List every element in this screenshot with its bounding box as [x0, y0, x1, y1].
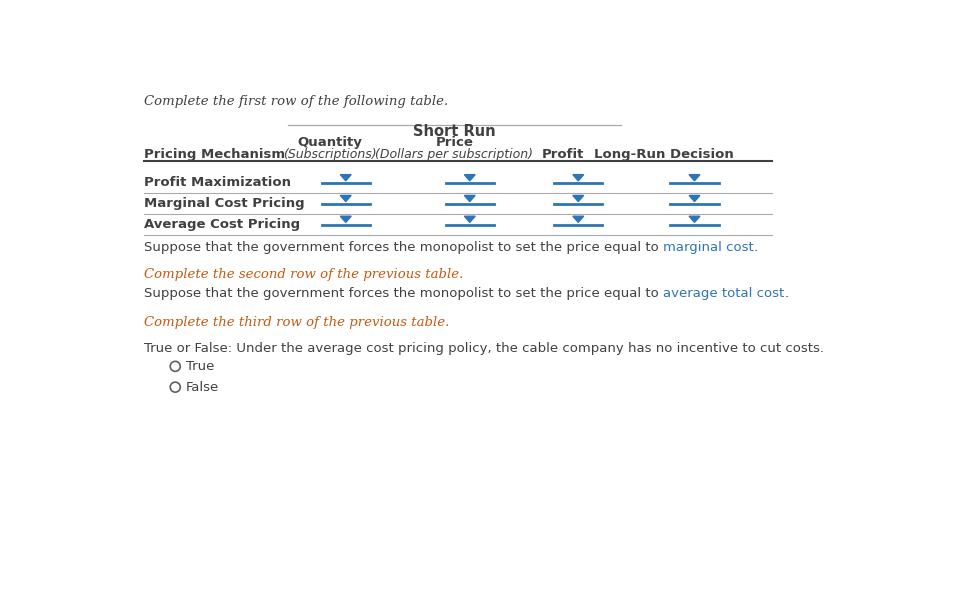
Text: (Subscriptions): (Subscriptions) — [284, 148, 378, 161]
Text: Price: Price — [436, 136, 473, 149]
Text: Average Cost Pricing: Average Cost Pricing — [144, 218, 300, 231]
Polygon shape — [689, 174, 700, 181]
Polygon shape — [341, 216, 351, 223]
Polygon shape — [573, 174, 584, 181]
Text: average total cost: average total cost — [663, 287, 784, 300]
Text: Complete the first row of the following table.: Complete the first row of the following … — [144, 95, 448, 108]
Polygon shape — [465, 196, 475, 201]
Text: Complete the second row of the previous table.: Complete the second row of the previous … — [144, 268, 464, 281]
Text: True or False: Under the average cost pricing policy, the cable company has no i: True or False: Under the average cost pr… — [144, 342, 824, 355]
Polygon shape — [465, 216, 475, 223]
Text: Suppose that the government forces the monopolist to set the price equal to: Suppose that the government forces the m… — [144, 287, 663, 300]
Text: Pricing Mechanism: Pricing Mechanism — [144, 148, 286, 161]
Text: .: . — [784, 287, 789, 300]
Polygon shape — [573, 216, 584, 223]
Text: .: . — [754, 241, 758, 254]
Polygon shape — [341, 174, 351, 181]
Polygon shape — [573, 196, 584, 201]
Text: Marginal Cost Pricing: Marginal Cost Pricing — [144, 197, 305, 210]
Text: marginal cost: marginal cost — [663, 241, 754, 254]
Text: Short Run: Short Run — [413, 124, 496, 139]
Text: Profit Maximization: Profit Maximization — [144, 176, 291, 189]
Polygon shape — [341, 196, 351, 201]
Text: False: False — [186, 380, 220, 393]
Text: (Dollars per subscription): (Dollars per subscription) — [376, 148, 533, 161]
Text: Profit: Profit — [541, 148, 584, 161]
Text: Complete the third row of the previous table.: Complete the third row of the previous t… — [144, 316, 449, 329]
Polygon shape — [465, 174, 475, 181]
Text: Suppose that the government forces the monopolist to set the price equal to: Suppose that the government forces the m… — [144, 241, 663, 254]
Text: Long-Run Decision: Long-Run Decision — [593, 148, 734, 161]
Polygon shape — [689, 196, 700, 201]
Text: Quantity: Quantity — [298, 136, 363, 149]
Text: True: True — [186, 360, 215, 373]
Polygon shape — [689, 216, 700, 223]
